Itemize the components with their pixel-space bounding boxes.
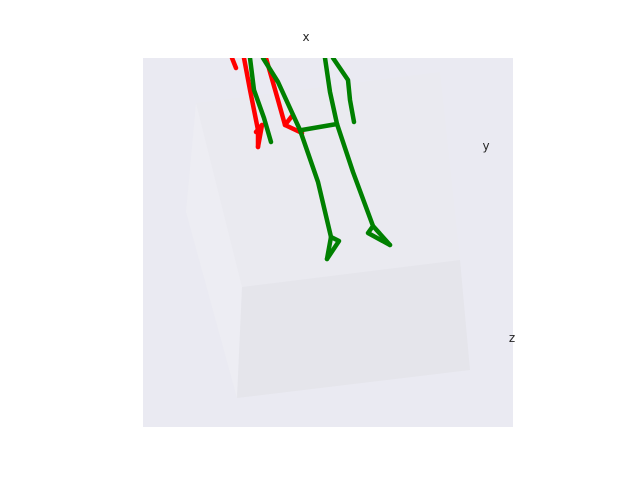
green-skeleton-limb-3 [324,234,342,262]
green-skeleton-limb-4 [299,58,340,133]
green-skeleton-limb-2 [260,58,334,262]
green-skeleton-limb-7 [330,58,357,125]
red-skeleton-limb-6 [282,113,295,128]
green-skeleton-limb-1 [247,58,274,145]
skeleton-red-series [229,58,305,150]
x-axis-label: x [302,30,309,44]
red-skeleton-limb-5 [263,58,305,136]
red-skeleton-limb-1 [229,58,239,71]
z-axis-label: z [509,331,515,345]
green-skeleton-limb-5 [334,121,393,248]
red-skeleton-limb-4 [253,122,265,135]
skeleton-green-series [247,58,393,262]
pane-front [237,260,470,398]
pane-left [186,103,242,398]
y-axis-label: y [482,139,489,153]
green-skeleton-limb-6 [365,223,393,248]
